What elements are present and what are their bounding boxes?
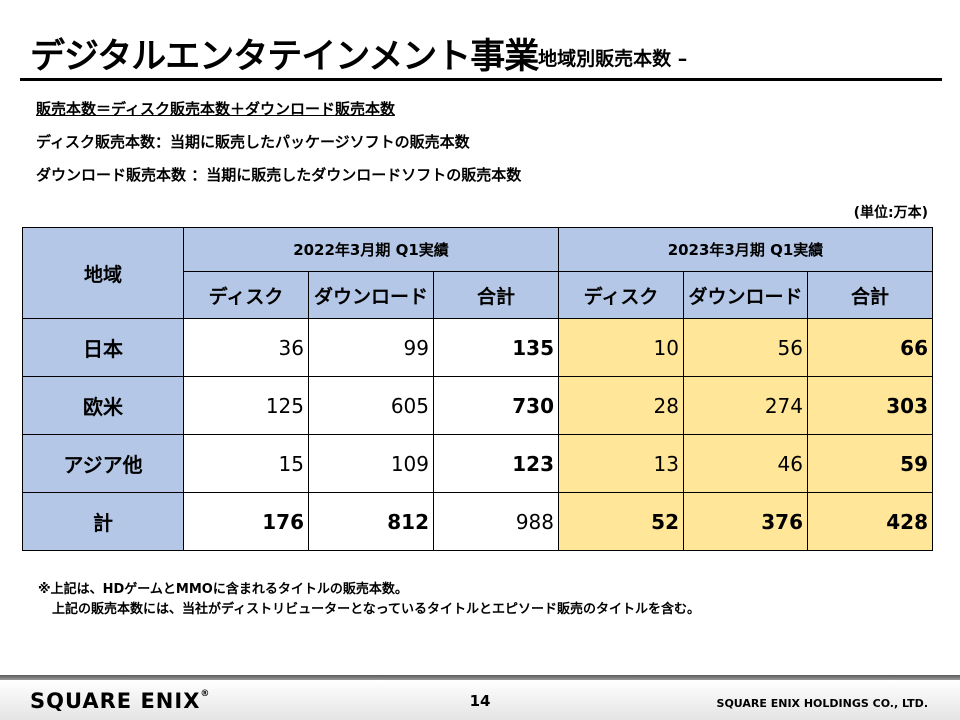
value-cell: 46 xyxy=(683,434,808,493)
company-logo: SQUARE ENIX® xyxy=(30,689,210,713)
total-cell: 66 xyxy=(807,318,933,377)
value-cell: 10 xyxy=(558,318,684,377)
region-header: 地域 xyxy=(22,227,184,319)
table-row-japan: 日本 36 99 135 10 56 66 xyxy=(22,318,933,377)
footer xyxy=(0,680,960,720)
total-cell: 812 xyxy=(308,492,434,551)
period-header-fy2023: 2023年3月期 Q1実績 xyxy=(558,227,933,272)
definition-download: ダウンロード販売本数 ：当期に販売したダウンロードソフトの販売本数 xyxy=(36,166,522,184)
total-cell: 303 xyxy=(807,376,933,435)
total-cell: 376 xyxy=(683,492,808,551)
total-cell: 135 xyxy=(433,318,559,377)
registered-mark: ® xyxy=(200,689,211,699)
table-row-asia: アジア他 15 109 123 13 46 59 xyxy=(22,434,933,493)
period-header-fy2022: 2022年3月期 Q1実績 xyxy=(183,227,559,272)
region-cell: 日本 xyxy=(22,318,184,377)
value-cell: 125 xyxy=(183,376,309,435)
col-header-disc: ディスク xyxy=(183,271,309,319)
total-cell: 988 xyxy=(433,492,559,551)
title-divider xyxy=(20,78,942,81)
total-cell: 123 xyxy=(433,434,559,493)
table-row-total: 計 176 812 988 52 376 428 xyxy=(22,492,933,551)
value-cell: 15 xyxy=(183,434,309,493)
company-name: SQUARE ENIX HOLDINGS CO., LTD. xyxy=(716,697,928,710)
page-title: デジタルエンタテインメント事業 xyxy=(30,37,539,77)
value-cell: 99 xyxy=(308,318,434,377)
region-cell: 欧米 xyxy=(22,376,184,435)
definition-total: 販売本数＝ディスク販売本数＋ダウンロード販売本数 xyxy=(36,100,395,118)
value-cell: 56 xyxy=(683,318,808,377)
footer-band xyxy=(0,675,960,680)
col-header-total: 合計 xyxy=(807,271,933,319)
value-cell: 28 xyxy=(558,376,684,435)
col-header-disc: ディスク xyxy=(558,271,684,319)
page-number: 14 xyxy=(469,692,491,710)
total-cell: 428 xyxy=(807,492,933,551)
unit-label: (単位:万本) xyxy=(853,205,928,221)
value-cell: 36 xyxy=(183,318,309,377)
col-header-download: ダウンロード xyxy=(308,271,434,319)
value-cell: 605 xyxy=(308,376,434,435)
footnote-inclusion: 上記の販売本数には、当社がディストリビューターとなっているタイトルとエピソード販… xyxy=(52,602,701,617)
total-cell: 730 xyxy=(433,376,559,435)
total-cell: 59 xyxy=(807,434,933,493)
col-header-total: 合計 xyxy=(433,271,559,319)
value-cell: 109 xyxy=(308,434,434,493)
region-cell: アジア他 xyxy=(22,434,184,493)
footnote-scope: ※上記は、HDゲームとMMOに含まれるタイトルの販売本数。 xyxy=(38,582,408,597)
value-cell: 274 xyxy=(683,376,808,435)
col-header-download: ダウンロード xyxy=(683,271,808,319)
table-row-west: 欧米 125 605 730 28 274 303 xyxy=(22,376,933,435)
logo-text: SQUARE ENIX xyxy=(30,689,201,713)
definition-disc: ディスク販売本数：当期に販売したパッケージソフトの販売本数 xyxy=(36,133,470,151)
total-cell: 52 xyxy=(558,492,684,551)
page-subtitle: – 地域別販売本数 – xyxy=(522,48,688,70)
sales-table: 地域 2022年3月期 Q1実績 2023年3月期 Q1実績 ディスク ダウンロ… xyxy=(22,227,933,551)
region-cell: 計 xyxy=(22,492,184,551)
total-cell: 176 xyxy=(183,492,309,551)
value-cell: 13 xyxy=(558,434,684,493)
